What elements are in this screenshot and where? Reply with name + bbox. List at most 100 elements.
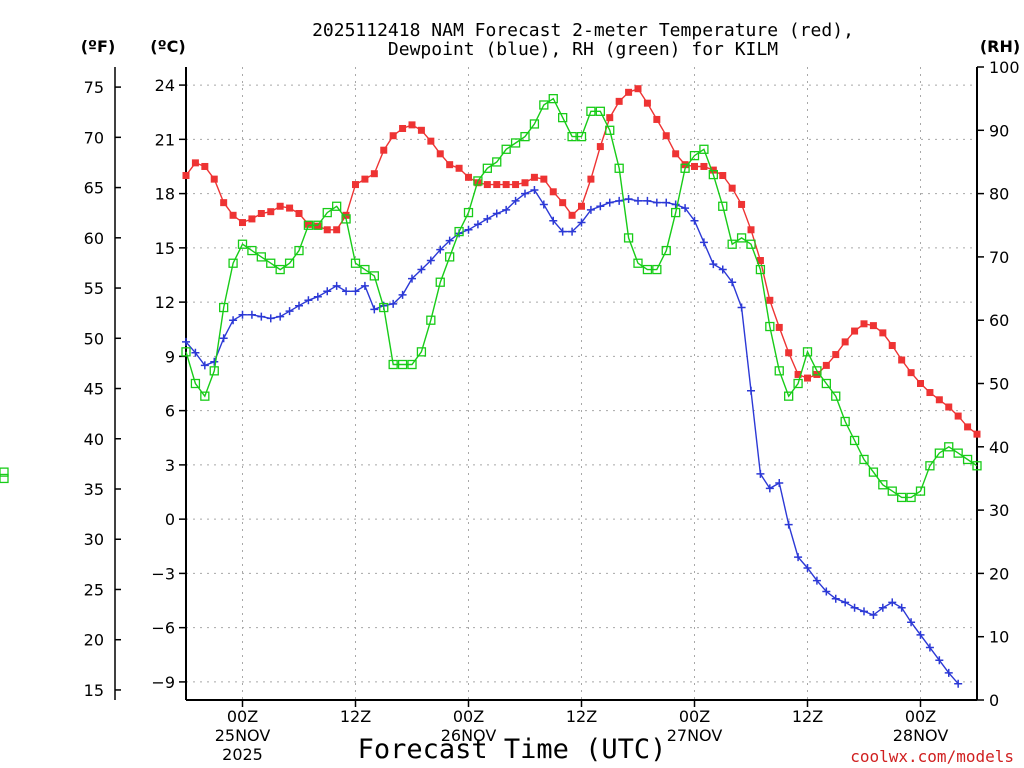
dewpoint-point bbox=[756, 469, 765, 478]
rh-point bbox=[190, 378, 201, 389]
rh-point bbox=[793, 378, 803, 389]
temperature-point bbox=[493, 181, 501, 189]
rh-point bbox=[284, 258, 295, 268]
dewpoint-point bbox=[238, 310, 247, 319]
credit-text: coolwx.com/models bbox=[850, 747, 1014, 766]
temperature-point bbox=[738, 200, 746, 208]
temperature-point bbox=[370, 170, 378, 178]
temperature-point bbox=[851, 327, 859, 335]
dewpoint-point bbox=[916, 630, 925, 639]
temperature-point bbox=[267, 208, 275, 216]
dewpoint-point bbox=[210, 357, 219, 366]
temperature-point bbox=[182, 172, 190, 180]
dewpoint-point bbox=[954, 679, 963, 688]
rh-point bbox=[868, 467, 879, 477]
temperature-point bbox=[540, 175, 548, 183]
temperature-point bbox=[201, 162, 209, 170]
x-tick-label: 12Z bbox=[566, 707, 597, 726]
rh-point bbox=[831, 391, 841, 401]
dewpoint-point bbox=[888, 598, 897, 607]
celsius-tick-label: −3 bbox=[151, 564, 175, 583]
dewpoint-point bbox=[257, 312, 266, 321]
rh-tick-label: 90 bbox=[989, 121, 1009, 140]
temperature-point bbox=[719, 172, 727, 180]
temperature-point bbox=[917, 380, 924, 387]
temperature-point bbox=[210, 175, 218, 183]
rh-point bbox=[784, 391, 794, 401]
rh-point bbox=[887, 486, 897, 496]
dewpoint-point bbox=[483, 214, 492, 223]
temperature-point bbox=[427, 137, 435, 145]
chart-title-line1: 2025112418 NAM Forecast 2-meter Temperat… bbox=[312, 20, 854, 41]
celsius-tick-label: 15 bbox=[155, 239, 175, 258]
rh-point bbox=[934, 448, 944, 458]
dewpoint-point bbox=[492, 209, 501, 218]
dewpoint-point bbox=[558, 227, 567, 236]
temperature-point bbox=[483, 181, 491, 189]
temperature-point bbox=[869, 322, 877, 330]
dewpoint-point bbox=[681, 204, 690, 213]
temperature-point bbox=[436, 150, 444, 158]
rh-point bbox=[303, 220, 314, 230]
fahrenheit-tick-label: 50 bbox=[84, 329, 104, 348]
rh-point bbox=[501, 144, 511, 154]
rh-point bbox=[0, 473, 9, 484]
dewpoint-point bbox=[944, 668, 953, 677]
rh-point bbox=[821, 378, 831, 389]
temperature-point bbox=[766, 296, 774, 304]
temperature-point bbox=[333, 226, 341, 234]
rh-point bbox=[492, 157, 502, 167]
temperature-point bbox=[361, 175, 369, 183]
dewpoint-point bbox=[247, 310, 256, 319]
temperature-point bbox=[229, 211, 237, 219]
rh-series bbox=[0, 94, 982, 503]
temperature-point bbox=[239, 219, 246, 227]
dewpoint-point bbox=[200, 361, 209, 370]
rh-point bbox=[275, 264, 285, 275]
rh-point bbox=[407, 359, 417, 370]
chart-title-line2: Dewpoint (blue), RH (green) for KILM bbox=[388, 39, 778, 60]
temperature-point bbox=[700, 162, 708, 170]
rh-point bbox=[548, 94, 558, 104]
rh-point bbox=[463, 207, 474, 218]
dewpoint-point bbox=[342, 287, 351, 296]
rh-point bbox=[350, 258, 361, 268]
dewpoint-point bbox=[718, 265, 727, 274]
temperature-point bbox=[530, 173, 538, 181]
dewpoint-series bbox=[182, 185, 963, 688]
rh-point bbox=[586, 106, 596, 116]
rh-point bbox=[878, 480, 888, 490]
dewpoint-point bbox=[794, 553, 803, 562]
x-tick-label: 12Z bbox=[792, 707, 823, 726]
rh-point bbox=[849, 435, 860, 446]
rh-tick-label: 0 bbox=[989, 691, 999, 710]
temperature-point bbox=[606, 114, 614, 122]
rh-point bbox=[840, 416, 850, 427]
rh-point bbox=[181, 347, 191, 357]
temperature-point bbox=[578, 202, 585, 210]
temperature-point bbox=[935, 396, 943, 404]
temperature-point bbox=[954, 412, 962, 420]
temperature-point bbox=[248, 215, 256, 223]
rh-point bbox=[736, 233, 747, 243]
temperature-point bbox=[822, 361, 830, 369]
rh-point bbox=[247, 245, 257, 256]
dewpoint-point bbox=[841, 598, 850, 607]
rh-point bbox=[379, 302, 389, 313]
dewpoint-point bbox=[568, 227, 577, 236]
x-tick-label: 00Z bbox=[453, 707, 484, 726]
rh-point bbox=[944, 442, 954, 452]
rh-point bbox=[859, 454, 869, 465]
temperature-point bbox=[747, 226, 755, 234]
temperature-point bbox=[559, 199, 567, 207]
temperature-point bbox=[587, 175, 595, 183]
dewpoint-point bbox=[907, 618, 916, 627]
dewpoint-point bbox=[370, 305, 379, 314]
rh-line bbox=[185, 97, 978, 499]
temperature-point bbox=[785, 349, 793, 357]
temperature-point bbox=[860, 320, 868, 328]
fahrenheit-tick-label: 70 bbox=[84, 128, 104, 147]
rh-tick-label: 20 bbox=[989, 564, 1009, 583]
dewpoint-point bbox=[530, 185, 539, 194]
rh-point bbox=[915, 486, 926, 496]
